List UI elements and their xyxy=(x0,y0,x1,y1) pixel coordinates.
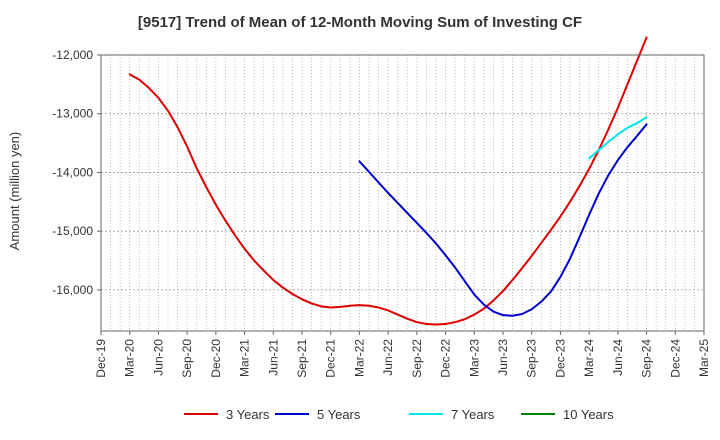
series-line-7-years xyxy=(588,116,648,160)
series-line-5-years xyxy=(358,123,648,317)
x-tick-label: Jun-24 xyxy=(611,339,625,376)
chart-title: [9517] Trend of Mean of 12-Month Moving … xyxy=(138,14,582,31)
x-tick-label: Jun-20 xyxy=(151,339,165,376)
y-axis-label: Amount (million yen) xyxy=(7,132,22,251)
x-tick-label: Dec-22 xyxy=(439,339,453,378)
x-tick-label: Dec-23 xyxy=(553,339,567,378)
x-tick-label: Sep-23 xyxy=(525,339,539,378)
x-ticks: Dec-19 Mar-20 Jun-20 Sep-20 Dec-20 Mar-21 Jun-… xyxy=(94,331,711,378)
y-tick-label: -16,000 xyxy=(52,283,93,297)
x-tick-label: Jun-23 xyxy=(496,339,510,376)
x-tick-label: Jun-22 xyxy=(381,339,395,376)
x-tick-label: Sep-20 xyxy=(180,339,194,378)
y-tick-label: -12,000 xyxy=(52,48,93,62)
x-tick-label: Mar-21 xyxy=(238,339,252,377)
series-layer xyxy=(128,36,648,326)
x-tick-label: Sep-21 xyxy=(295,339,309,378)
x-tick-label: Mar-22 xyxy=(352,339,366,377)
x-tick-label: Mar-24 xyxy=(582,339,596,377)
y-tick-label: -15,000 xyxy=(52,224,93,238)
y-tick-label: -13,000 xyxy=(52,107,93,121)
x-tick-label: Dec-21 xyxy=(324,339,338,378)
x-tick-label: Dec-19 xyxy=(94,339,108,378)
x-tick-label: Mar-20 xyxy=(123,339,137,377)
x-tick-label: Sep-22 xyxy=(410,339,424,378)
y-tick-label: -14,000 xyxy=(52,165,93,179)
series-line-3-years xyxy=(128,36,648,326)
x-tick-label: Mar-23 xyxy=(467,339,481,377)
plot-frame xyxy=(100,54,705,332)
legend-label: 3 Years xyxy=(226,407,270,422)
legend: 3 Years 5 Years 7 Years 10 Years xyxy=(184,407,614,422)
x-tick-label: Sep-24 xyxy=(640,339,654,378)
legend-label: 5 Years xyxy=(317,407,361,422)
legend-label: 10 Years xyxy=(563,407,614,422)
legend-label: 7 Years xyxy=(451,407,495,422)
x-tick-label: Dec-24 xyxy=(668,339,682,378)
y-ticks: -12,000 -13,000 -14,000 -15,000 -16,000 xyxy=(52,48,101,297)
x-tick-label: Mar-25 xyxy=(697,339,711,377)
grid xyxy=(101,54,704,331)
x-tick-label: Dec-20 xyxy=(209,339,223,378)
x-tick-label: Jun-21 xyxy=(266,339,280,376)
